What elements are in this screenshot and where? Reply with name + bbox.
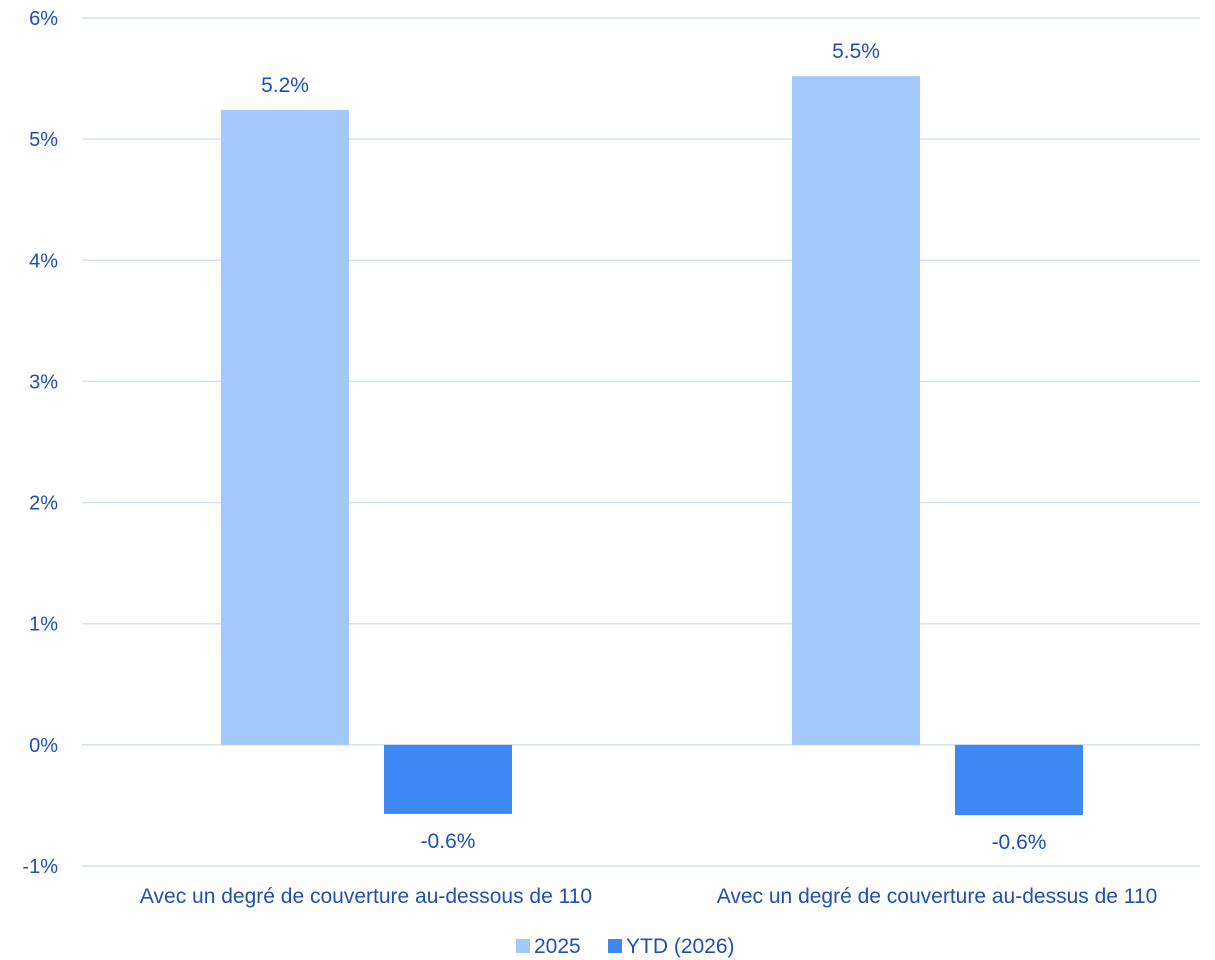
y-tick-label: 2%: [29, 493, 58, 515]
legend-item-0: 2025: [516, 935, 581, 958]
y-tick-label: 4%: [29, 250, 58, 272]
legend-label: YTD (2026): [626, 935, 735, 958]
legend-item-1: YTD (2026): [608, 935, 735, 958]
data-labels: 5.2% 5.5% -0.6% -0.6%: [261, 40, 1046, 854]
x-axis-categories: Avec un degré de couverture au-dessous d…: [140, 885, 1157, 908]
y-tick-label: 6%: [29, 8, 58, 30]
data-label: 5.2%: [261, 74, 309, 97]
legend-swatch: [516, 939, 530, 953]
y-tick-label: 0%: [29, 735, 58, 757]
legend-label: 2025: [534, 935, 581, 958]
legend-swatch: [608, 939, 622, 953]
y-tick-label: 5%: [29, 129, 58, 151]
bar-series-1-cat-1: [955, 744, 1083, 816]
bar-series-1-cat-0: [384, 744, 512, 814]
x-category-label: Avec un degré de couverture au-dessus de…: [717, 885, 1158, 908]
y-tick-label: -1%: [22, 856, 58, 878]
bar-series-0-cat-1: [792, 76, 920, 745]
data-label: -0.6%: [421, 830, 476, 853]
bars: [221, 76, 1083, 816]
y-axis-ticks: -1% 0% 1% 2% 3% 4% 5% 6%: [22, 8, 58, 878]
data-label: 5.5%: [832, 40, 880, 63]
x-category-label: Avec un degré de couverture au-dessous d…: [140, 885, 592, 908]
y-tick-label: 3%: [29, 371, 58, 393]
bar-series-0-cat-0: [221, 110, 349, 745]
legend: 2025 YTD (2026): [516, 935, 735, 958]
data-label: -0.6%: [992, 831, 1047, 854]
y-tick-label: 1%: [29, 614, 58, 636]
